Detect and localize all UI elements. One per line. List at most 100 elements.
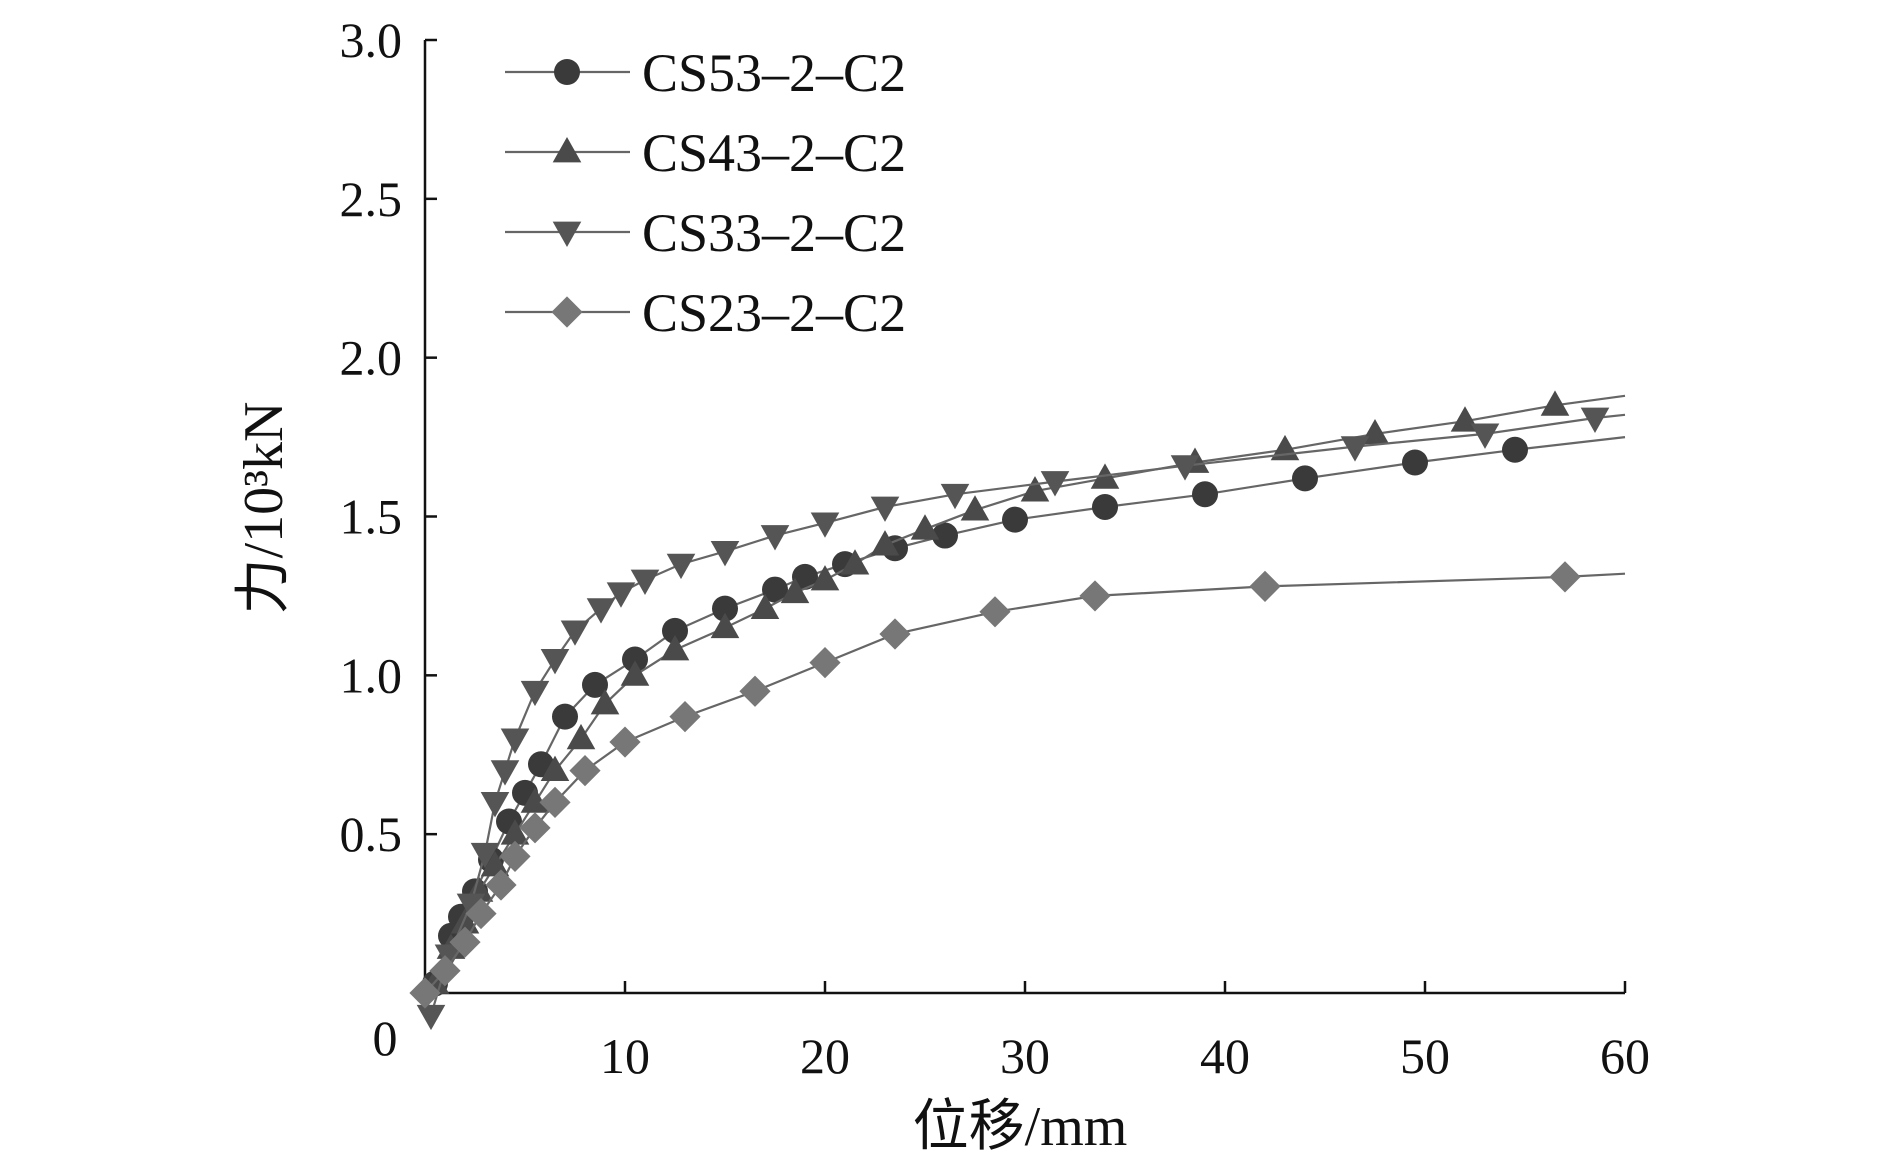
legend-marker [552,137,582,163]
data-point [520,787,550,813]
data-point [409,977,441,1009]
data-point [500,819,530,845]
data-point [429,955,461,987]
data-point [552,703,578,730]
data-point [760,525,790,551]
data-point [669,701,701,733]
data-point [662,617,688,644]
data-point [540,649,570,675]
data-point [456,893,486,920]
data-point [960,495,990,521]
legend-entry: CS53–2–C2 [505,43,906,103]
data-point [750,593,780,620]
x-tick-label: 30 [1000,1028,1050,1084]
data-point [879,618,911,650]
data-point [780,577,810,604]
legend-label: CS33–2–C2 [642,203,906,263]
series-line [424,572,1626,994]
data-point [762,576,788,603]
data-point [1540,390,1570,416]
data-point [539,786,571,818]
x-axis-title: 位移/mm [913,1096,1128,1158]
data-point [1340,436,1370,462]
data-point [979,596,1011,628]
data-point [470,842,500,869]
data-point [560,620,590,646]
data-point [810,565,840,591]
data-point [932,522,958,549]
data-point [1092,493,1118,520]
data-point [870,496,900,522]
legend-entry: CS23–2–C2 [505,283,906,343]
data-point [1549,561,1581,593]
data-point [1470,423,1500,449]
data-point [710,612,740,639]
data-point [1020,476,1050,502]
data-point [810,512,840,538]
data-point [500,728,530,754]
legend-entry: CS43–2–C2 [505,123,906,183]
data-point [499,840,531,873]
data-point [416,1004,446,1031]
y-tick-label: 2.5 [340,171,403,227]
data-point [566,723,596,750]
data-point [606,582,636,608]
data-point [480,792,510,818]
data-point [622,646,648,673]
x-tick-label: 60 [1600,1028,1650,1084]
series-1 [422,436,1626,997]
legend-label: CS53–2–C2 [642,43,906,103]
y-tick-label: 1.0 [340,647,403,703]
y-tick-label: 3.0 [340,12,403,68]
data-point [586,598,616,624]
y-tick-label: 2.0 [340,330,403,386]
legend-label: CS43–2–C2 [642,123,906,183]
data-point [809,647,841,679]
origin-label: 0 [373,1010,398,1066]
data-point [792,563,818,590]
data-point [739,675,771,707]
data-point [840,549,870,575]
data-point [660,634,690,661]
data-point [490,760,520,786]
data-point [465,897,497,930]
data-point [540,755,570,782]
x-tick-label: 40 [1200,1028,1250,1084]
data-point [630,569,660,595]
data-point [609,726,641,758]
data-point [582,671,608,698]
data-point [710,541,740,567]
data-point [1580,407,1610,433]
x-tick-label: 20 [800,1028,850,1084]
data-point [870,530,900,556]
data-point [520,680,550,707]
legend-entry: CS33–2–C2 [505,203,906,263]
x-tick-label: 50 [1400,1028,1450,1084]
y-tick-label: 0.5 [340,806,403,862]
data-point [1079,580,1111,612]
data-point [940,483,970,510]
legend: CS53–2–C2 CS43–2–C2 CS33–2–C2 CS23–2–C2 [505,43,906,343]
data-point [1040,471,1070,497]
series-line [423,413,1626,1020]
x-tick-label: 10 [600,1028,650,1084]
data-point [485,869,517,901]
series-4 [409,561,1626,1009]
data-point [449,926,481,958]
legend-marker [552,221,582,247]
legend-marker [551,296,583,328]
data-point [1170,455,1200,481]
data-point [910,514,940,540]
data-point [1292,465,1318,492]
series-layer [409,390,1626,1031]
legend-marker [554,59,580,85]
data-point [1002,506,1028,533]
legend-label: CS23–2–C2 [642,283,906,343]
series-3 [416,407,1626,1031]
y-tick-label: 1.5 [340,489,403,545]
data-point [712,595,738,622]
data-point [1402,449,1428,476]
data-point [1502,436,1528,463]
data-point [480,850,510,877]
